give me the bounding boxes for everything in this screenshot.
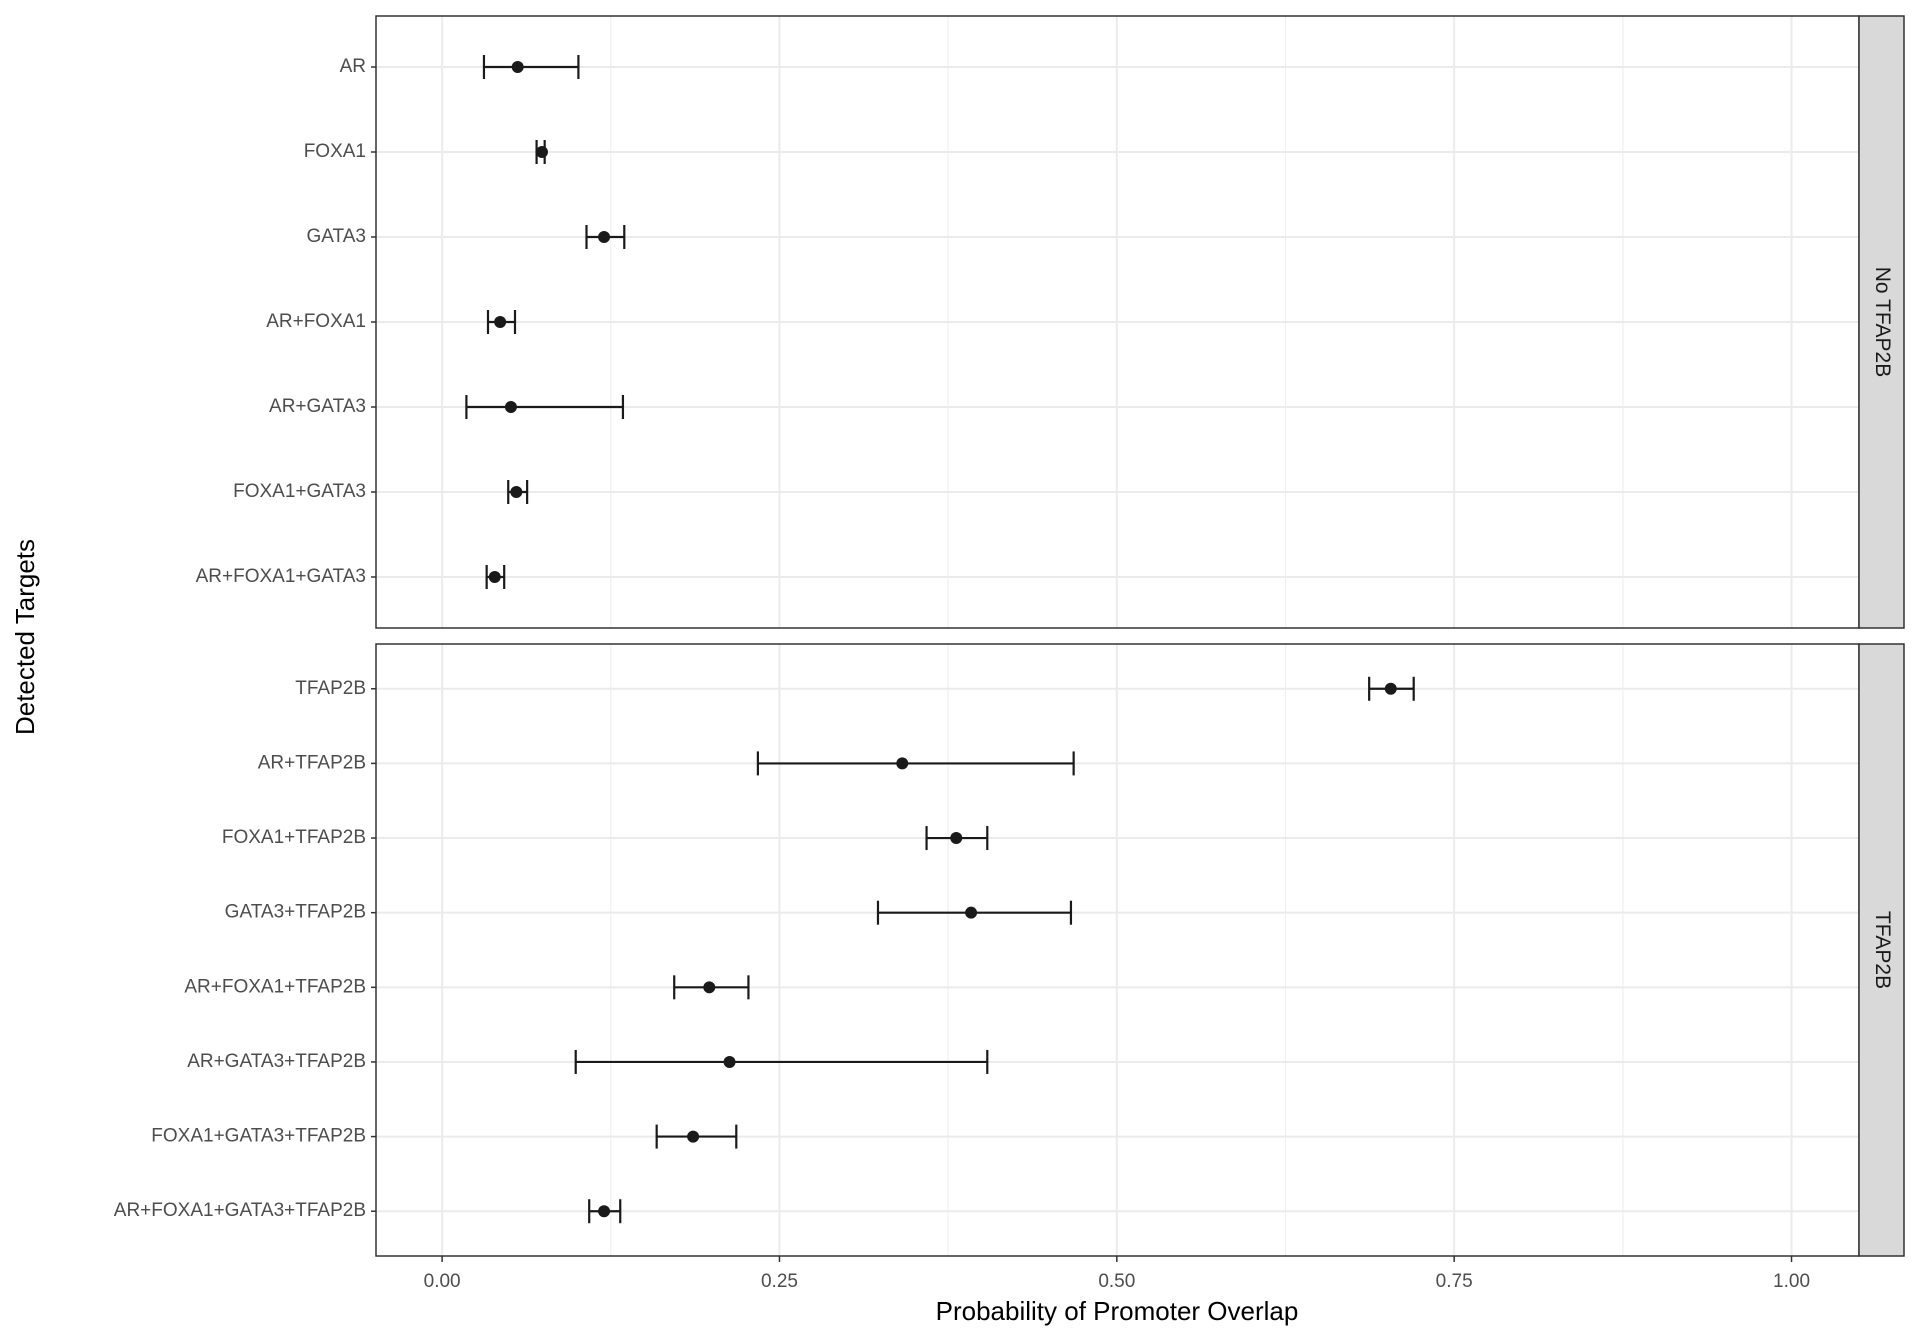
y-tick-label: AR xyxy=(340,56,366,77)
point xyxy=(494,316,507,328)
point xyxy=(1384,682,1397,695)
y-tick-label: AR+TFAP2B xyxy=(258,752,366,773)
y-tick-label: GATA3 xyxy=(307,226,366,247)
point xyxy=(535,146,548,158)
y-tick-label: FOXA1+TFAP2B xyxy=(222,827,366,848)
point xyxy=(965,906,978,919)
point xyxy=(488,571,501,583)
y-tick-label: AR+FOXA1+TFAP2B xyxy=(184,976,366,997)
y-tick-label: AR+FOXA1+GATA3 xyxy=(196,566,366,587)
x-tick-label: 0.50 xyxy=(1098,1271,1135,1292)
y-tick-label: GATA3+TFAP2B xyxy=(225,902,366,923)
point xyxy=(598,1205,611,1218)
y-tick-label: FOXA1+GATA3 xyxy=(233,481,366,502)
strip-label: TFAP2B xyxy=(1871,911,1894,989)
y-axis-title: Detected Targets xyxy=(10,539,40,735)
x-tick-label: 0.75 xyxy=(1436,1271,1473,1292)
y-tick-label: FOXA1+GATA3+TFAP2B xyxy=(151,1126,366,1147)
x-axis-title: Probability of Promoter Overlap xyxy=(936,1296,1299,1326)
point xyxy=(687,1130,700,1143)
y-tick-label: AR+GATA3 xyxy=(269,396,366,417)
y-tick-label: AR+FOXA1 xyxy=(266,311,366,332)
y-tick-label: AR+FOXA1+GATA3+TFAP2B xyxy=(114,1200,366,1221)
point xyxy=(504,401,517,413)
strip-label: No TFAP2B xyxy=(1871,267,1894,378)
point xyxy=(950,832,963,845)
point xyxy=(510,486,523,498)
point xyxy=(723,1055,736,1068)
y-tick-label: TFAP2B xyxy=(295,678,366,699)
point xyxy=(511,61,524,73)
point xyxy=(896,757,909,770)
x-tick-label: 1.00 xyxy=(1773,1271,1810,1292)
y-tick-label: AR+GATA3+TFAP2B xyxy=(187,1051,366,1072)
y-tick-label: FOXA1 xyxy=(304,141,366,162)
strip xyxy=(1858,643,1905,1257)
point xyxy=(703,981,716,994)
point xyxy=(598,231,611,243)
strip xyxy=(1858,15,1905,629)
x-tick-label: 0.25 xyxy=(761,1271,798,1292)
x-tick-label: 0.00 xyxy=(424,1271,461,1292)
